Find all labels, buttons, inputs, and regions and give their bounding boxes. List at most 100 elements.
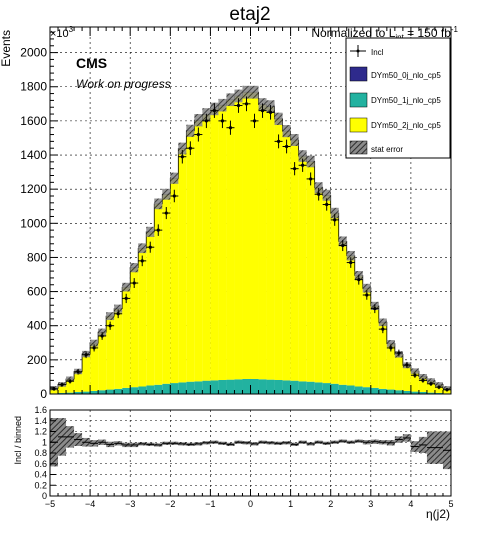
- main-plot-area: 0 200 400 600 800 1000 1200 1400 1600 1800 2000: [20, 26, 452, 401]
- bar-DYm50_1j_nlo_cp5: [250, 378, 259, 394]
- y-tick-label: 600: [27, 285, 47, 299]
- incl-point: [130, 278, 139, 288]
- incl-point-marker: [445, 388, 449, 392]
- bar-DYm50_1j_nlo_cp5: [274, 380, 283, 394]
- bar-DYm50_2j_nlo_cp5: [226, 99, 235, 380]
- incl-point-marker: [196, 132, 200, 137]
- incl-point-marker: [84, 353, 88, 357]
- y-tick-label: 1800: [20, 80, 47, 94]
- y-tick-label: 200: [27, 353, 47, 367]
- stat-error-box: [418, 374, 427, 380]
- incl-point: [90, 344, 99, 352]
- bar-DYm50_1j_nlo_cp5: [162, 383, 171, 394]
- y-tick-label: 400: [27, 319, 47, 333]
- incl-point: [370, 304, 379, 314]
- legend-label-stat-error: stat error: [371, 145, 403, 154]
- incl-point-marker: [76, 370, 80, 374]
- stacked-histogram: [49, 91, 451, 394]
- ratio-y-tick-label: 0.2: [34, 480, 47, 490]
- incl-point-marker: [92, 346, 96, 350]
- x-tick-label: −4: [85, 499, 95, 509]
- incl-point: [154, 224, 163, 236]
- bar-DYm50_1j_nlo_cp5: [346, 385, 355, 394]
- incl-point-marker: [204, 119, 208, 123]
- bar-DYm50_1j_nlo_cp5: [202, 380, 211, 394]
- y-tick-label: 1400: [20, 148, 47, 162]
- incl-point: [106, 321, 115, 330]
- legend: Incl DYm50_0j_nlo_cp5 DYm50_1j_nlo_cp5 D…: [345, 37, 451, 159]
- bar-DYm50_2j_nlo_cp5: [290, 140, 299, 381]
- ratio-y-tick-label: 0.4: [34, 470, 47, 480]
- incl-point: [282, 139, 291, 154]
- incl-point: [266, 105, 275, 120]
- incl-point: [298, 158, 307, 172]
- bar-DYm50_1j_nlo_cp5: [106, 389, 115, 394]
- main-x-axis: [49, 27, 452, 394]
- bar-DYm50_1j_nlo_cp5: [418, 391, 427, 394]
- legend-label-0j: DYm50_0j_nlo_cp5: [371, 71, 441, 80]
- x-tick-label: 5: [448, 499, 453, 509]
- stat-error-box: [426, 378, 435, 384]
- stat-error-box: [250, 85, 259, 99]
- incl-point-marker: [373, 307, 377, 311]
- bar-DYm50_1j_nlo_cp5: [194, 381, 203, 394]
- x-tick-label: −3: [125, 499, 135, 509]
- bar-DYm50_1j_nlo_cp5: [410, 391, 419, 394]
- incl-point: [202, 113, 211, 129]
- cms-label: CMS: [76, 55, 107, 71]
- incl-point: [186, 141, 195, 156]
- stat-error-box: [226, 93, 235, 107]
- stat-error-box: [274, 112, 283, 125]
- stat-error-box: [362, 283, 371, 293]
- stat-error-box: [378, 318, 387, 327]
- y-axis-label: Events: [0, 30, 13, 67]
- stat-error-box: [434, 382, 443, 387]
- bar-DYm50_2j_nlo_cp5: [386, 343, 395, 390]
- stat-error-box: [234, 89, 243, 103]
- y-tick-label: 2000: [20, 46, 47, 60]
- incl-point: [258, 103, 267, 118]
- incl-point: [122, 293, 131, 304]
- bar-DYm50_1j_nlo_cp5: [82, 391, 91, 394]
- bar-DYm50_2j_nlo_cp5: [114, 308, 123, 389]
- bar-DYm50_2j_nlo_cp5: [418, 376, 427, 392]
- stat-error-box: [90, 339, 99, 347]
- incl-point-marker: [52, 387, 56, 391]
- incl-point-marker: [100, 334, 104, 338]
- x-tick-label: 4: [408, 499, 413, 509]
- bar-DYm50_1j_nlo_cp5: [322, 383, 331, 394]
- incl-point-marker: [220, 119, 225, 123]
- incl-point: [354, 274, 363, 285]
- bar-DYm50_1j_nlo_cp5: [66, 392, 75, 394]
- incl-point-marker: [301, 163, 305, 167]
- bar-DYm50_2j_nlo_cp5: [266, 106, 275, 380]
- ratio-y-tick-label: 1.2: [34, 427, 47, 437]
- stat-error-box: [186, 124, 195, 137]
- bar-DYm50_2j_nlo_cp5: [106, 316, 115, 390]
- stat-error-box: [130, 263, 139, 273]
- bar-DYm50_2j_nlo_cp5: [394, 354, 403, 391]
- ratio-y-axis-label: Incl / binned: [13, 416, 23, 465]
- incl-point-marker: [252, 119, 257, 123]
- incl-point: [226, 120, 235, 135]
- incl-point: [426, 381, 435, 386]
- stat-error-box: [290, 134, 299, 146]
- bar-DYm50_1j_nlo_cp5: [306, 381, 315, 394]
- bar-DYm50_1j_nlo_cp5: [314, 382, 323, 394]
- stat-error-box: [306, 155, 315, 168]
- bar-DYm50_2j_nlo_cp5: [298, 156, 307, 382]
- bar-DYm50_2j_nlo_cp5: [154, 203, 163, 385]
- bar-DYm50_2j_nlo_cp5: [282, 131, 291, 381]
- incl-point: [394, 349, 403, 357]
- bar-DYm50_2j_nlo_cp5: [50, 388, 59, 394]
- incl-point: [178, 149, 187, 164]
- ratio-plot-area: 00.20.40.60.811.21.41.6 −5 −4 −3 −2 −1 0 1 2 3 4 5: [34, 405, 453, 509]
- bar-DYm50_1j_nlo_cp5: [394, 390, 403, 394]
- stat-error-box: [162, 188, 171, 200]
- bar-DYm50_2j_nlo_cp5: [98, 332, 107, 391]
- bar-DYm50_1j_nlo_cp5: [370, 387, 379, 394]
- bar-DYm50_2j_nlo_cp5: [242, 92, 251, 379]
- bar-DYm50_2j_nlo_cp5: [234, 95, 243, 380]
- bar-DYm50_2j_nlo_cp5: [202, 114, 211, 381]
- x-axis-label: η(j2): [426, 507, 450, 521]
